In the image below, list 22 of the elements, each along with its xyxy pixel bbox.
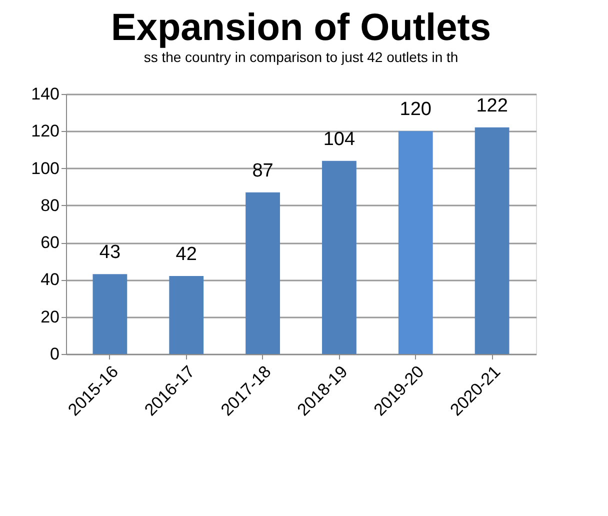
bar [322,160,356,354]
y-tick-label: 100 [31,158,60,178]
data-label: 43 [99,242,121,264]
y-tick-label: 140 [31,84,60,104]
y-tick-label: 60 [40,233,60,252]
bar [398,131,433,354]
y-tick-label: 0 [50,344,60,364]
bar [169,276,204,354]
y-tick-label: 20 [40,307,60,326]
bar [92,274,128,354]
y-tick-label: 120 [31,122,60,141]
data-label: 122 [476,95,508,116]
y-tick-label: 40 [40,270,60,290]
text: ss the country in comparison to just 42 outlets in th [144,49,458,65]
data-label: 120 [400,99,432,120]
y-tick-label: 80 [40,196,60,215]
bar [246,192,280,354]
chart-title: Expansion of Outlets [110,7,492,49]
data-label: 87 [252,160,274,182]
data-label: 42 [176,244,197,265]
bar [474,127,510,354]
data-label: 104 [323,128,356,150]
